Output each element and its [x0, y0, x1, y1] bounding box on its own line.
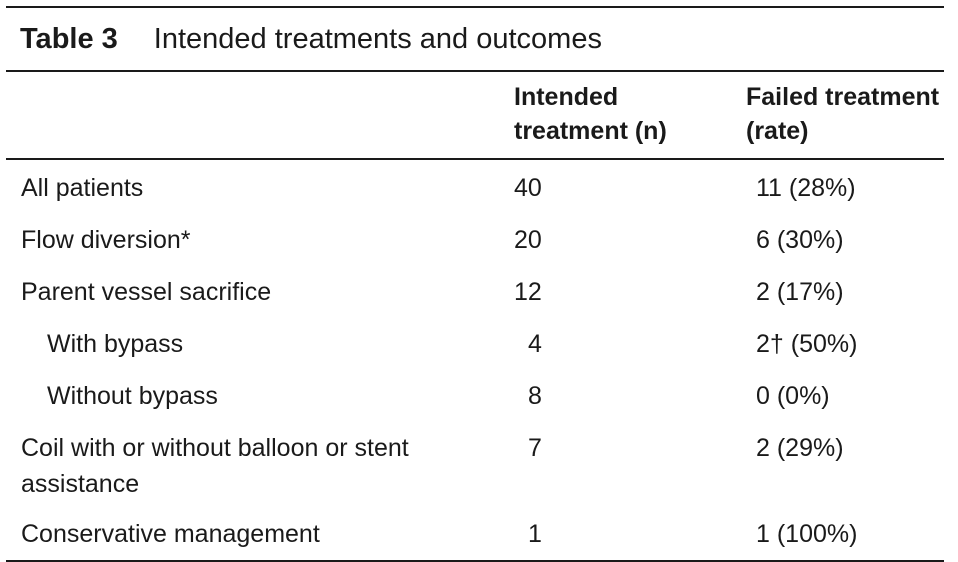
- table-header: Intended treatment (n) Failed treatment …: [6, 72, 944, 158]
- row-intended: 7: [528, 434, 542, 462]
- table-caption: Table 3 Intended treatments and outcomes: [6, 8, 944, 70]
- header-intended-line1: Intended: [514, 83, 619, 111]
- row-intended: 4: [528, 330, 542, 358]
- table-title: Intended treatments and outcomes: [153, 22, 602, 55]
- table-row: Coil with or without balloon or stent as…: [6, 420, 944, 508]
- row-failed: 2† (50%): [756, 330, 858, 358]
- table-row: Flow diversion* 20 6 (30%): [6, 212, 944, 264]
- top-rule: [6, 6, 944, 8]
- row-label: Flow diversion*: [21, 226, 191, 254]
- caption-rule: [6, 70, 944, 72]
- row-label: Without bypass: [47, 382, 218, 410]
- row-failed: 6 (30%): [756, 226, 844, 254]
- row-label: Parent vessel sacrifice: [21, 278, 272, 306]
- table-row: With bypass 4 2† (50%): [6, 316, 944, 368]
- row-intended: 1: [528, 520, 542, 548]
- header-failed-line2: (rate): [746, 117, 809, 145]
- table-row: Without bypass 8 0 (0%): [6, 368, 944, 420]
- row-label: Conservative management: [21, 520, 320, 548]
- row-failed: 11 (28%): [756, 174, 856, 202]
- header-intended-treatment: Intended treatment (n): [514, 80, 724, 148]
- row-label: Coil with or without balloon or stent as…: [21, 434, 409, 498]
- row-intended: 12: [514, 278, 542, 306]
- table-row: All patients 40 11 (28%): [6, 160, 944, 212]
- table-row: Parent vessel sacrifice 12 2 (17%): [6, 264, 944, 316]
- row-failed: 2 (17%): [756, 278, 844, 306]
- row-failed: 0 (0%): [756, 382, 830, 410]
- row-intended: 8: [528, 382, 542, 410]
- header-failed-treatment: Failed treatment (rate): [746, 80, 944, 148]
- row-intended: 40: [514, 174, 542, 202]
- header-failed-line1: Failed treatment: [746, 83, 940, 111]
- table-row: Conservative management 1 1 (100%): [6, 508, 944, 560]
- header-rule: [6, 158, 944, 160]
- row-intended: 20: [514, 226, 542, 254]
- row-label: All patients: [21, 174, 144, 202]
- row-failed: 1 (100%): [756, 520, 858, 548]
- data-table: Table 3 Intended treatments and outcomes…: [6, 6, 944, 562]
- row-label: With bypass: [47, 330, 184, 358]
- header-intended-line2: treatment (n): [514, 117, 667, 145]
- table-label: Table 3: [20, 22, 118, 55]
- row-failed: 2 (29%): [756, 434, 844, 462]
